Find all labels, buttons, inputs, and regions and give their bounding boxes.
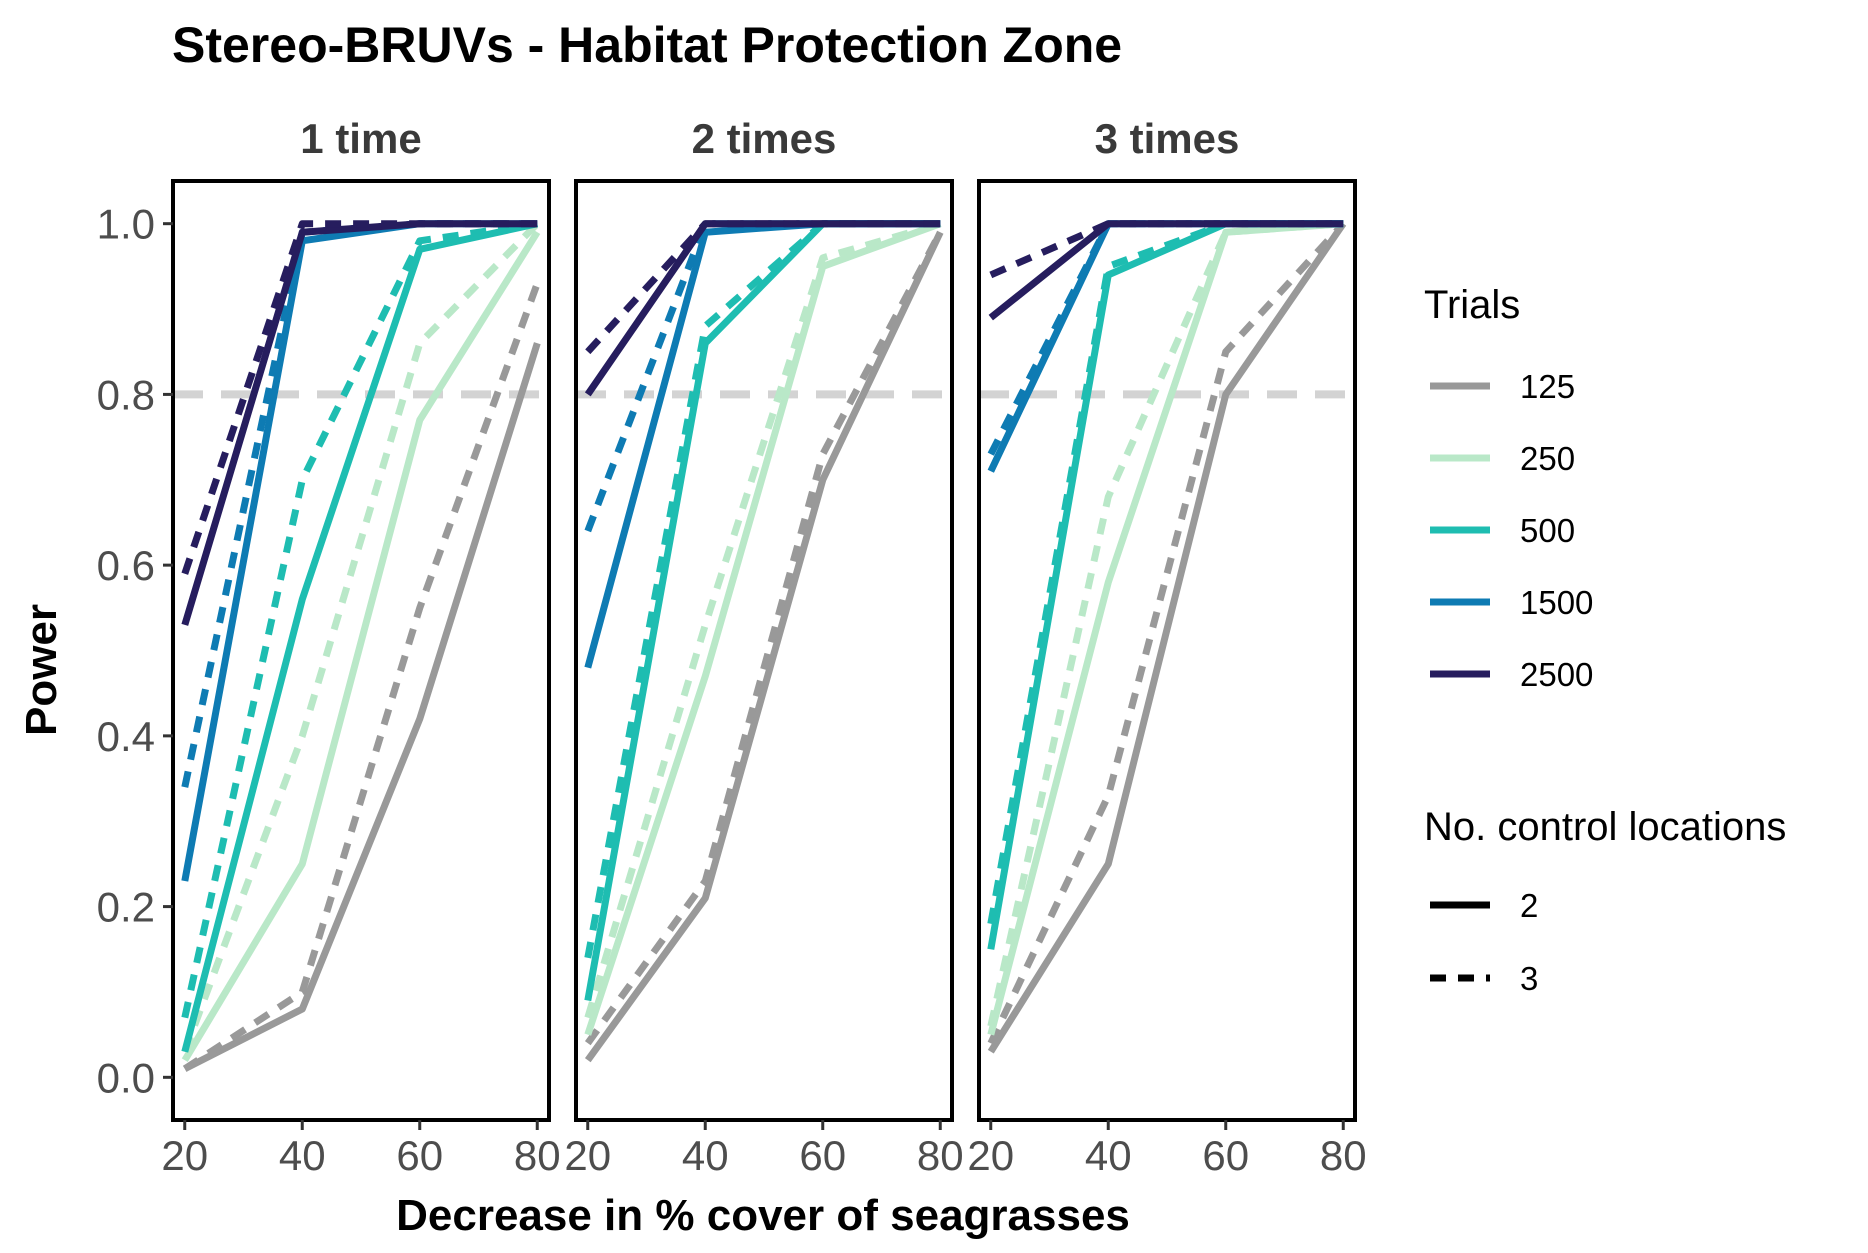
panel-border	[977, 179, 1357, 1122]
legend-label-500: 500	[1520, 512, 1575, 549]
legend-controls-title: No. control locations	[1424, 805, 1786, 849]
legend-label-controls-2: 2	[1520, 887, 1538, 924]
x-axis-title: Decrease in % cover of seagrasses	[396, 1191, 1130, 1240]
legend-label-controls-3: 3	[1520, 960, 1538, 997]
panel-strip-label: 3 times	[1095, 115, 1240, 162]
series-line-250-2	[181, 230, 541, 1062]
x-tick-label: 40	[682, 1132, 729, 1179]
legend-label-125: 125	[1520, 368, 1575, 405]
series-line-125-3	[987, 221, 1346, 1045]
series-line-125-2	[183, 342, 541, 1072]
panel-1: 1 time 20 40 60 80	[161, 115, 560, 1179]
series-line-500-3	[584, 220, 941, 959]
x-tick-label: 80	[1320, 1132, 1367, 1179]
series-line-125-2	[987, 221, 1347, 1054]
y-tick-label: 0.6	[97, 542, 155, 589]
legend-label-1500: 1500	[1520, 584, 1593, 621]
panel-3: 3 times 20 40 60 80	[967, 115, 1366, 1179]
series-line-250-2	[584, 220, 942, 1036]
legend-label-250: 250	[1520, 440, 1575, 477]
series-line-250-3	[181, 221, 540, 1053]
legend-label-2500: 2500	[1520, 656, 1593, 693]
series-line-500-2	[181, 220, 539, 1053]
series-line-125-3	[182, 282, 541, 1072]
series-line-250-2	[987, 220, 1344, 1036]
y-axis-title: Power	[17, 604, 66, 736]
series-line-2500-2	[584, 220, 941, 397]
legend-trials-title: Trials	[1424, 283, 1520, 327]
x-tick-label: 20	[161, 1132, 208, 1179]
x-tick-label: 60	[1202, 1132, 1249, 1179]
panel-border	[171, 179, 551, 1122]
legend-trials: Trials 125 250 500 1500 2500	[1424, 283, 1593, 693]
y-tick-label: 0.2	[97, 884, 155, 931]
series-line-500-3	[181, 220, 538, 1019]
legend-controls: No. control locations 2 3	[1424, 805, 1786, 997]
x-tick-label: 60	[396, 1132, 443, 1179]
panel-strip-label: 1 time	[300, 115, 421, 162]
y-axis: 0.0 0.2 0.4 0.6 0.8 1.0	[97, 201, 173, 1101]
series-line-250-3	[987, 220, 1344, 1027]
panel-2: 2 times 20 40 60 80	[564, 115, 963, 1179]
series-line-125-2	[584, 230, 944, 1063]
y-tick-label: 0.8	[97, 371, 155, 418]
panels: 1 time 20 40 60 80 2 times 20 40 60 80 3 times 20 40…	[97, 115, 1367, 1179]
x-tick-label: 40	[1085, 1132, 1132, 1179]
series-line-2500-3	[585, 220, 941, 355]
y-tick-label: 0.4	[97, 713, 155, 760]
series-line-125-3	[584, 230, 944, 1046]
series-line-2500-2	[988, 220, 1344, 321]
chart-title: Stereo-BRUVs - Habitat Protection Zone	[172, 17, 1122, 73]
x-tick-label: 80	[514, 1132, 561, 1179]
y-tick-label: 1.0	[97, 201, 155, 248]
panel-border	[574, 179, 954, 1122]
series-line-2500-3	[181, 220, 538, 575]
series-line-2500-3	[989, 220, 1344, 279]
x-tick-label: 20	[967, 1132, 1014, 1179]
x-tick-label: 80	[917, 1132, 964, 1179]
x-tick-label: 20	[564, 1132, 611, 1179]
series-line-250-3	[584, 220, 942, 1019]
series-line-1500-3	[987, 220, 1344, 456]
x-tick-label: 60	[799, 1132, 846, 1179]
panel-strip-label: 2 times	[692, 115, 837, 162]
x-tick-label: 40	[279, 1132, 326, 1179]
y-tick-label: 0.0	[97, 1054, 155, 1101]
